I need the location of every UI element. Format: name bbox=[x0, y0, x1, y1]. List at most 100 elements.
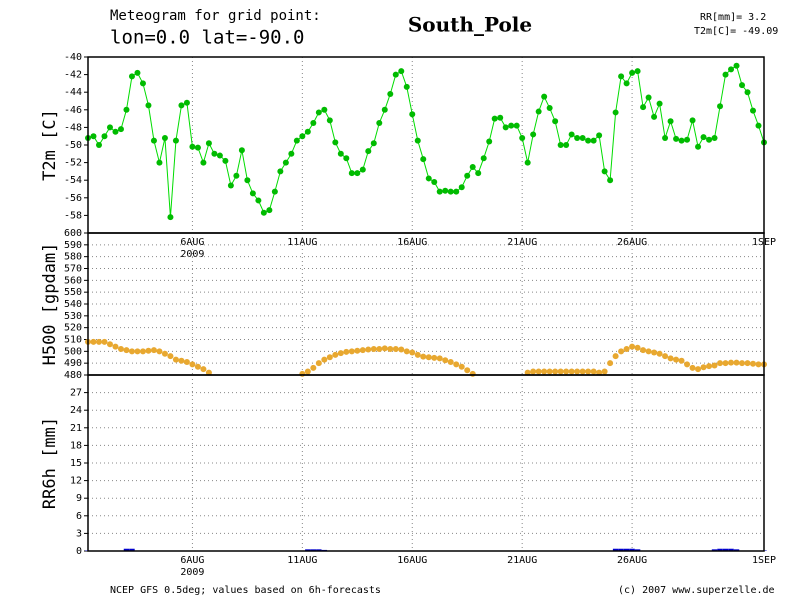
height-point bbox=[601, 368, 608, 375]
temperature-point bbox=[645, 94, 652, 101]
x-tick-label: 16AUG bbox=[397, 237, 427, 248]
height-point bbox=[645, 348, 652, 355]
temperature-point bbox=[607, 177, 614, 184]
temperature-point bbox=[216, 152, 223, 159]
precip-bar bbox=[711, 549, 718, 551]
temperature-point bbox=[117, 126, 124, 133]
temperature-point bbox=[167, 214, 174, 221]
height-point bbox=[161, 350, 168, 357]
y-tick-label: -46 bbox=[64, 105, 82, 116]
temperature-point bbox=[431, 178, 438, 185]
temperature-point bbox=[238, 147, 245, 154]
height-point bbox=[101, 338, 108, 345]
temperature-point bbox=[695, 143, 702, 150]
temperature-point bbox=[233, 172, 240, 179]
temperature-point bbox=[381, 106, 388, 113]
height-point bbox=[568, 368, 575, 375]
temperature-point bbox=[722, 71, 729, 78]
y-tick-label: 580 bbox=[64, 252, 82, 263]
temperature-point bbox=[370, 140, 377, 147]
x-tick-label: 6AUG bbox=[180, 555, 204, 566]
temperature-point bbox=[200, 159, 207, 166]
precip-bar bbox=[623, 548, 630, 551]
x-tick-label: 16AUG bbox=[397, 555, 427, 566]
height-point bbox=[123, 347, 130, 354]
height-point bbox=[392, 345, 399, 352]
y-tick-label: 15 bbox=[70, 458, 82, 469]
temperature-point bbox=[436, 188, 443, 195]
height-point bbox=[453, 361, 460, 368]
y-tick-label: -44 bbox=[64, 87, 82, 98]
temperature-point bbox=[513, 122, 520, 129]
temperature-point bbox=[590, 137, 597, 144]
temperature-point bbox=[277, 168, 284, 175]
temperature-point bbox=[337, 150, 344, 157]
height-point bbox=[662, 353, 669, 360]
height-point bbox=[139, 348, 146, 355]
temperature-point bbox=[739, 82, 746, 89]
y-tick-label: 18 bbox=[70, 440, 82, 451]
height-point bbox=[722, 360, 729, 367]
precip-bar bbox=[123, 548, 130, 551]
temperature-point bbox=[310, 120, 317, 126]
header-info2: T2m[C]= -49.09 bbox=[694, 26, 778, 37]
temperature-point bbox=[420, 156, 427, 163]
height-point bbox=[90, 338, 97, 345]
height-point bbox=[695, 366, 702, 373]
height-point bbox=[354, 347, 361, 354]
y-axis-title: RR6h [mm] bbox=[40, 417, 60, 509]
temperature-point bbox=[112, 128, 119, 135]
temperature-point bbox=[271, 188, 278, 195]
height-point bbox=[689, 364, 696, 371]
precip-bar bbox=[129, 548, 135, 551]
height-point bbox=[200, 366, 207, 373]
temperature-point bbox=[321, 106, 328, 113]
temperature-point bbox=[475, 170, 482, 177]
temperature-point bbox=[442, 187, 449, 194]
temperature-point bbox=[563, 142, 570, 148]
footer-left: NCEP GFS 0.5deg; values based on 6h-fore… bbox=[110, 585, 381, 596]
y-tick-label: 490 bbox=[64, 358, 82, 369]
temperature-point bbox=[640, 104, 647, 111]
precip-bar bbox=[728, 548, 734, 551]
y-tick-label: 560 bbox=[64, 275, 82, 286]
height-point bbox=[651, 349, 658, 356]
temperature-point bbox=[491, 115, 498, 122]
temperature-point bbox=[524, 159, 531, 166]
temperature-point bbox=[552, 118, 559, 125]
temperature-point bbox=[656, 100, 663, 107]
x-year-label: 2009 bbox=[180, 567, 204, 578]
height-point bbox=[205, 369, 212, 376]
height-point bbox=[134, 348, 141, 355]
height-point bbox=[183, 358, 190, 365]
temperature-point bbox=[623, 80, 630, 87]
temperature-point bbox=[376, 120, 383, 126]
temperature-point bbox=[634, 68, 641, 75]
height-point bbox=[634, 344, 641, 351]
y-tick-label: 27 bbox=[70, 388, 82, 399]
y-tick-label: 21 bbox=[70, 423, 82, 434]
temperature-point bbox=[579, 134, 586, 141]
height-point bbox=[431, 354, 438, 361]
temperature-point bbox=[612, 109, 619, 116]
temperature-point bbox=[502, 124, 509, 131]
temperature-point bbox=[557, 142, 564, 148]
height-point bbox=[376, 345, 383, 352]
temperature-point bbox=[414, 137, 421, 144]
height-point bbox=[667, 355, 674, 362]
temperature-point bbox=[189, 143, 196, 150]
height-point bbox=[541, 368, 548, 375]
temperature-point bbox=[161, 134, 168, 141]
temperature-point bbox=[497, 114, 504, 121]
height-point bbox=[728, 359, 735, 366]
y-tick-label: 540 bbox=[64, 299, 82, 310]
temperature-point bbox=[733, 62, 740, 69]
temperature-point bbox=[293, 137, 300, 144]
temperature-point bbox=[255, 197, 262, 204]
y-tick-label: 24 bbox=[70, 405, 82, 416]
temperature-point bbox=[546, 105, 553, 112]
y-tick-label: -56 bbox=[64, 193, 82, 204]
height-point bbox=[535, 368, 542, 375]
temperature-point bbox=[706, 136, 713, 143]
precip-bar bbox=[733, 549, 740, 551]
